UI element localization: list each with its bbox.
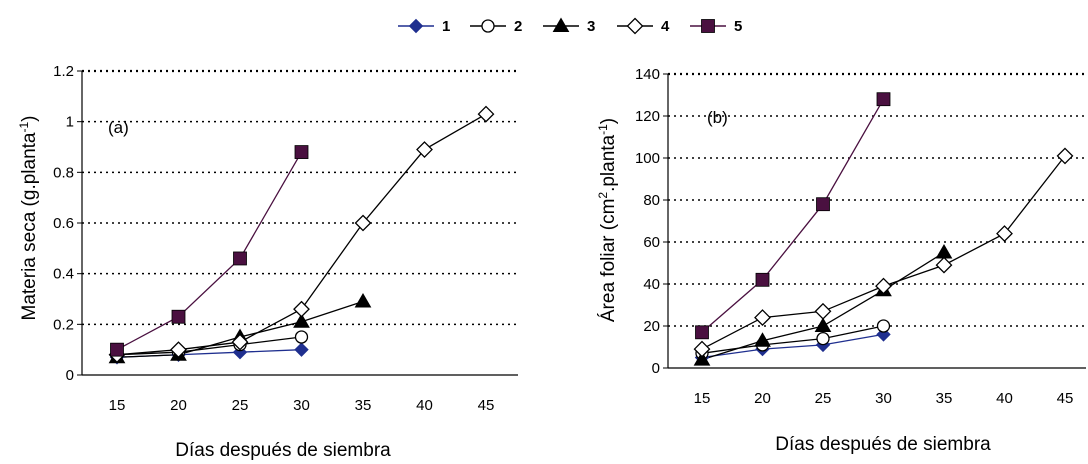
- y-axis-label: Área foliar (cm2.planta-1): [596, 118, 619, 322]
- data-point-series-4: [996, 225, 1013, 243]
- y-tick-label: 1.2: [53, 63, 74, 80]
- data-point-series-1: [294, 342, 309, 357]
- y-tick-label: 40: [643, 276, 660, 293]
- data-point-series-3: [693, 351, 711, 366]
- y-tick-label: 20: [643, 318, 660, 335]
- legend-marker: [701, 19, 715, 33]
- legend-label: 3: [587, 18, 595, 35]
- legend-label: 4: [661, 18, 670, 35]
- legend: 1 2 3 4 5: [398, 17, 742, 35]
- legend-label: 5: [734, 18, 742, 35]
- y-tick-label: 0: [652, 360, 660, 377]
- legend-item-2: 2: [470, 18, 522, 35]
- chart-panel-a: 0 0.2 0.4 0.6 0.8 1 1.2 15 20 25 30 35 40 45 Días desp…: [17, 63, 518, 461]
- series-line-5: [701, 98, 885, 333]
- legend-item-3: 3: [543, 17, 595, 35]
- y-tick-label: 0.4: [53, 266, 74, 283]
- data-point-series-5: [816, 197, 830, 212]
- data-point-series-2: [294, 330, 309, 344]
- legend-marker: [481, 19, 495, 33]
- data-point-series-5: [876, 92, 891, 107]
- data-point-series-4: [293, 300, 310, 318]
- data-point-series-3: [814, 317, 832, 332]
- x-tick-label: 25: [232, 397, 249, 414]
- x-tick-label: 35: [355, 397, 372, 414]
- y-tick-label: 120: [635, 108, 660, 125]
- legend-marker: [552, 17, 570, 32]
- data-point-series-5: [110, 342, 124, 357]
- x-axis-label: Días después de siembra: [175, 440, 391, 461]
- data-point-series-4: [477, 105, 495, 123]
- x-tick-label: 40: [996, 390, 1013, 407]
- x-tick-label: 35: [936, 390, 953, 407]
- panel-label: (a): [108, 118, 129, 137]
- series-line-2: [116, 336, 302, 356]
- x-tick-label: 45: [478, 397, 495, 414]
- panel-label: (b): [707, 108, 728, 127]
- x-tick-label: 30: [875, 390, 892, 407]
- series-line-2: [701, 325, 884, 354]
- data-point-series-3: [293, 313, 310, 328]
- legend-label: 1: [442, 18, 450, 35]
- series-line-1: [701, 333, 884, 359]
- chart-panel-b: 0 20 40 60 80 100 120 140 15 20 25 30 35 40 45 Días des…: [596, 66, 1086, 455]
- x-tick-label: 45: [1057, 390, 1074, 407]
- data-point-series-4: [354, 214, 372, 232]
- data-point-series-3: [935, 243, 953, 259]
- x-tick-label: 15: [694, 390, 711, 407]
- data-point-series-5: [233, 251, 247, 266]
- series-line-5: [116, 151, 303, 351]
- data-point-series-4: [170, 341, 187, 359]
- y-tick-label: 80: [643, 192, 660, 209]
- data-point-series-2: [876, 319, 891, 333]
- x-tick-label: 40: [416, 397, 433, 414]
- y-tick-label: 1: [66, 114, 74, 131]
- data-point-series-4: [814, 302, 832, 320]
- y-tick-label: 0: [66, 367, 74, 384]
- data-point-series-5: [755, 272, 770, 287]
- legend-item-1: 1: [398, 18, 450, 35]
- data-point-series-4: [875, 277, 892, 295]
- x-tick-label: 20: [754, 390, 771, 407]
- legend-item-4: 4: [617, 17, 670, 35]
- y-tick-label: 0.6: [53, 215, 74, 232]
- legend-marker: [408, 18, 424, 34]
- data-point-series-4: [693, 340, 711, 358]
- data-point-series-5: [695, 325, 709, 340]
- y-tick-label: 100: [635, 150, 660, 167]
- data-point-series-4: [1056, 147, 1074, 165]
- y-axis-label: Materia seca (g.planta-1): [17, 116, 40, 321]
- data-point-series-5: [294, 145, 309, 159]
- legend-item-5: 5: [690, 18, 742, 35]
- x-tick-label: 15: [109, 397, 126, 414]
- x-axis-label: Días después de siembra: [775, 434, 991, 455]
- y-tick-label: 0.8: [53, 164, 74, 181]
- y-tick-label: 0.2: [53, 316, 74, 333]
- data-point-series-4: [416, 141, 433, 158]
- x-tick-label: 25: [815, 390, 832, 407]
- y-tick-label: 140: [635, 66, 660, 83]
- data-point-series-4: [754, 309, 771, 327]
- legend-label: 2: [514, 18, 522, 35]
- data-point-series-3: [754, 332, 771, 347]
- data-point-series-3: [354, 293, 372, 308]
- data-point-series-4: [231, 333, 249, 351]
- x-tick-label: 30: [293, 397, 310, 414]
- data-point-series-4: [935, 256, 953, 274]
- data-point-series-5: [171, 309, 186, 324]
- y-tick-label: 60: [643, 234, 660, 251]
- legend-marker: [626, 17, 644, 35]
- x-tick-label: 20: [170, 397, 187, 414]
- data-point-series-2: [816, 331, 830, 346]
